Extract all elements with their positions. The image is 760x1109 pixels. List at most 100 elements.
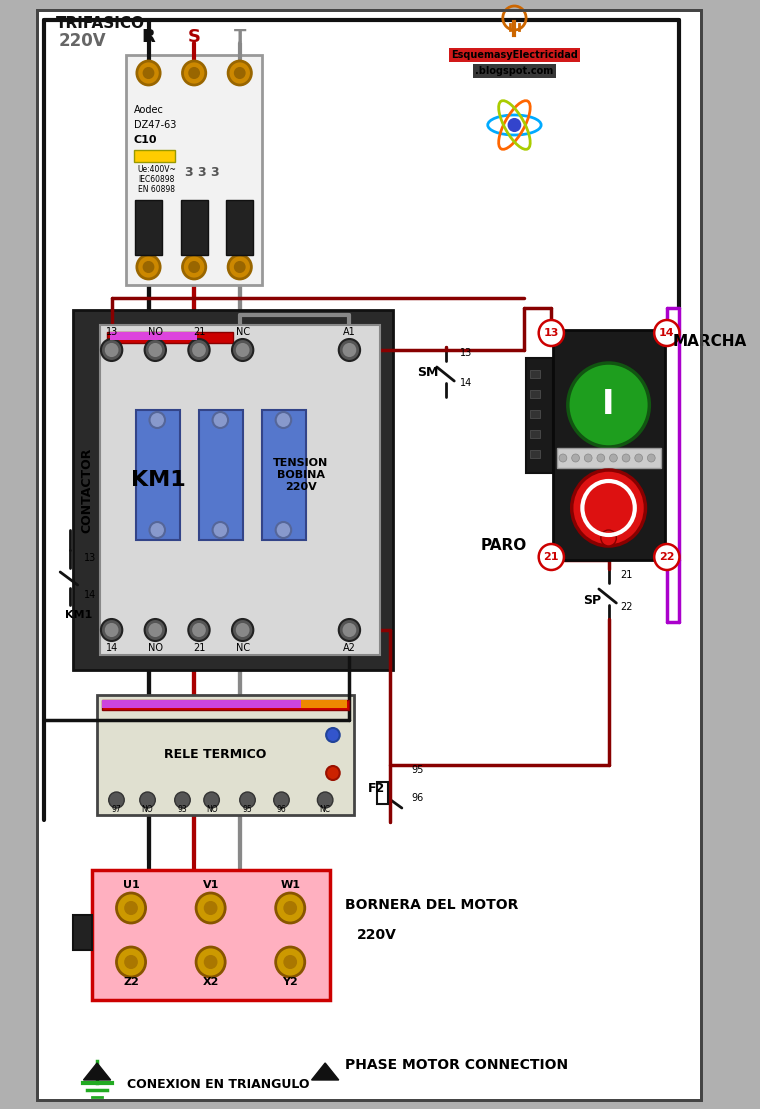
- Text: SM: SM: [417, 366, 439, 379]
- Circle shape: [150, 344, 161, 356]
- Text: NO: NO: [147, 327, 163, 337]
- Circle shape: [144, 619, 166, 641]
- Circle shape: [204, 902, 217, 914]
- Circle shape: [213, 522, 228, 538]
- Bar: [530, 450, 540, 458]
- Text: Y2: Y2: [283, 977, 298, 987]
- Circle shape: [188, 619, 210, 641]
- Text: BORNERA DEL MOTOR: BORNERA DEL MOTOR: [344, 898, 518, 912]
- Circle shape: [276, 893, 305, 923]
- Text: NC: NC: [320, 805, 331, 814]
- Circle shape: [189, 262, 199, 272]
- Bar: [530, 390, 540, 398]
- Circle shape: [196, 947, 225, 977]
- Text: R: R: [141, 28, 155, 45]
- Text: S: S: [188, 28, 201, 45]
- Circle shape: [318, 792, 333, 808]
- Text: C10: C10: [134, 135, 157, 145]
- Circle shape: [228, 61, 252, 85]
- Circle shape: [204, 792, 220, 808]
- Text: TRIFASICO: TRIFASICO: [56, 16, 145, 31]
- Text: 14: 14: [106, 643, 118, 653]
- Text: 13: 13: [84, 553, 96, 563]
- Bar: [301, 700, 347, 708]
- Text: IEC60898: IEC60898: [138, 175, 174, 184]
- Circle shape: [232, 339, 253, 362]
- Circle shape: [344, 344, 355, 356]
- Circle shape: [559, 454, 567, 462]
- Text: CONTACTOR: CONTACTOR: [80, 447, 93, 532]
- Circle shape: [635, 454, 642, 462]
- Circle shape: [237, 344, 249, 356]
- Text: .blogspot.com: .blogspot.com: [475, 67, 553, 77]
- Circle shape: [182, 61, 206, 85]
- Text: 220V: 220V: [59, 32, 106, 50]
- Text: SP: SP: [583, 593, 601, 607]
- Circle shape: [150, 522, 165, 538]
- Circle shape: [276, 947, 305, 977]
- Bar: [135, 200, 162, 255]
- Circle shape: [150, 413, 165, 428]
- Text: 97: 97: [112, 805, 122, 814]
- Text: Ue:400V~: Ue:400V~: [138, 165, 177, 174]
- Text: NO: NO: [206, 805, 217, 814]
- Circle shape: [125, 956, 137, 968]
- Circle shape: [137, 255, 160, 279]
- Bar: [526, 358, 553, 474]
- Text: PARO: PARO: [480, 538, 527, 552]
- Bar: [530, 370, 540, 378]
- Bar: [73, 915, 92, 950]
- Text: 14: 14: [659, 328, 675, 338]
- Circle shape: [235, 68, 245, 78]
- Text: 96: 96: [412, 793, 424, 803]
- Circle shape: [239, 792, 255, 808]
- Circle shape: [584, 454, 592, 462]
- Circle shape: [204, 956, 217, 968]
- Bar: [226, 200, 253, 255]
- Circle shape: [326, 728, 340, 742]
- Text: 95: 95: [242, 805, 252, 814]
- Bar: [199, 410, 242, 540]
- Text: RELE TERMICO: RELE TERMICO: [164, 749, 267, 762]
- Bar: [126, 55, 262, 285]
- Text: DZ47-63: DZ47-63: [134, 120, 176, 130]
- Circle shape: [106, 624, 118, 635]
- Circle shape: [109, 792, 124, 808]
- Text: 21: 21: [620, 570, 632, 580]
- Bar: [102, 700, 350, 710]
- Circle shape: [193, 624, 204, 635]
- Text: 22: 22: [659, 552, 675, 562]
- Circle shape: [597, 454, 605, 462]
- Bar: [73, 311, 393, 670]
- Text: 96: 96: [277, 805, 287, 814]
- Circle shape: [339, 619, 360, 641]
- Text: EN 60898: EN 60898: [138, 185, 175, 194]
- Circle shape: [213, 413, 228, 428]
- Bar: [134, 150, 175, 162]
- Circle shape: [125, 902, 137, 914]
- Text: F2: F2: [368, 782, 385, 794]
- Text: KM1: KM1: [65, 610, 92, 620]
- Text: PHASE MOTOR CONNECTION: PHASE MOTOR CONNECTION: [344, 1058, 568, 1072]
- Circle shape: [144, 262, 154, 272]
- Circle shape: [344, 624, 355, 635]
- Bar: [106, 332, 233, 343]
- Text: NO: NO: [141, 805, 154, 814]
- Circle shape: [150, 624, 161, 635]
- Text: 22: 22: [620, 602, 633, 612]
- Text: A1: A1: [343, 327, 356, 337]
- Circle shape: [182, 255, 206, 279]
- Text: NC: NC: [236, 643, 250, 653]
- Text: 3 3 3: 3 3 3: [185, 166, 219, 180]
- Circle shape: [193, 344, 204, 356]
- Text: CONEXION EN TRIANGULO: CONEXION EN TRIANGULO: [127, 1078, 309, 1091]
- Bar: [530, 430, 540, 438]
- Circle shape: [189, 68, 199, 78]
- Circle shape: [648, 454, 655, 462]
- Text: EsquemasyElectricidad: EsquemasyElectricidad: [451, 50, 578, 60]
- Circle shape: [284, 956, 296, 968]
- Text: Z2: Z2: [123, 977, 139, 987]
- Circle shape: [106, 344, 118, 356]
- Text: 13: 13: [106, 327, 118, 337]
- Circle shape: [572, 454, 579, 462]
